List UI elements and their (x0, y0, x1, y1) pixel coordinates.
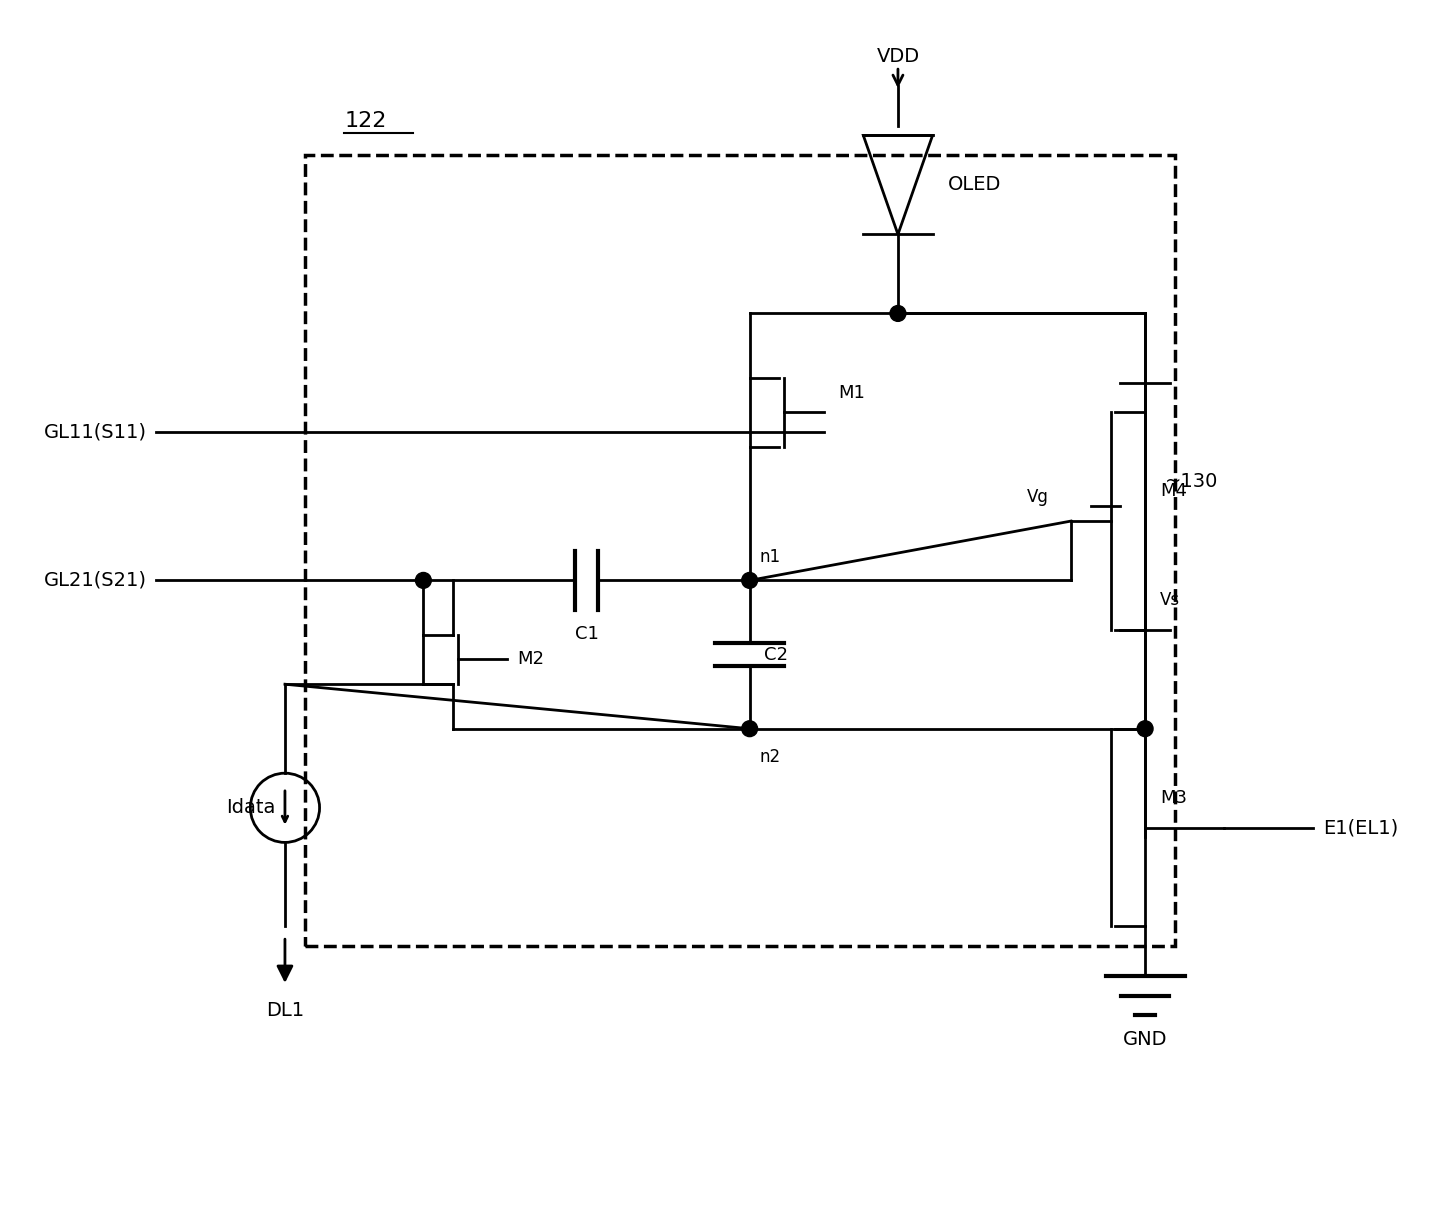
Text: 122: 122 (345, 111, 387, 130)
Circle shape (890, 305, 905, 321)
Text: GL21(S21): GL21(S21) (43, 571, 147, 590)
Circle shape (741, 721, 757, 737)
Text: n2: n2 (760, 749, 780, 766)
Text: n1: n1 (760, 547, 780, 566)
Text: GL11(S11): GL11(S11) (43, 423, 147, 442)
Text: M2: M2 (517, 651, 545, 668)
Text: GND: GND (1122, 1031, 1167, 1049)
Text: M3: M3 (1160, 788, 1187, 807)
Text: VDD: VDD (877, 47, 920, 66)
Text: M4: M4 (1160, 482, 1187, 501)
Text: M1: M1 (839, 384, 865, 401)
Text: E1(EL1): E1(EL1) (1323, 818, 1398, 838)
Text: DL1: DL1 (266, 1000, 305, 1020)
Text: ~130: ~130 (1165, 472, 1219, 491)
Text: Vg: Vg (1026, 488, 1049, 507)
Circle shape (1137, 721, 1152, 737)
Circle shape (741, 572, 757, 588)
Text: OLED: OLED (947, 176, 1000, 194)
Circle shape (415, 572, 431, 588)
Text: C1: C1 (575, 625, 598, 643)
Text: Vs: Vs (1160, 592, 1180, 609)
Text: C2: C2 (764, 646, 789, 663)
Text: Idata: Idata (226, 798, 274, 817)
